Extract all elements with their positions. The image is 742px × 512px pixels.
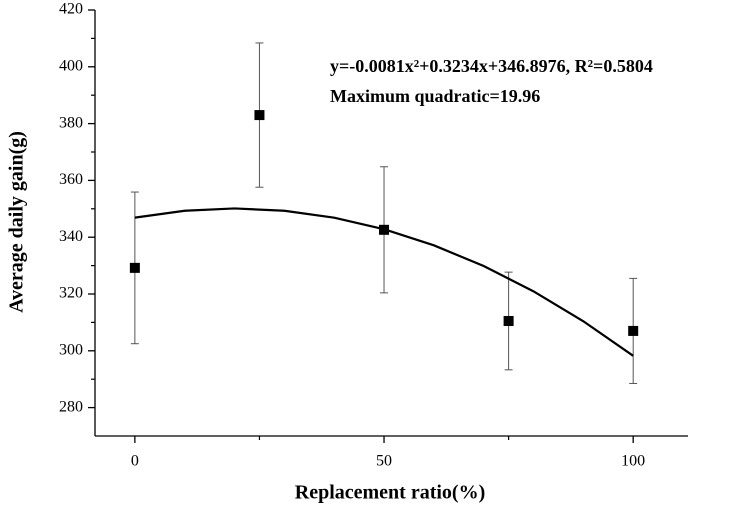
y-axis-title: Average daily gain(g) (6, 131, 28, 313)
y-tick-label: 400 (59, 57, 83, 74)
point (628, 325, 639, 336)
point (129, 262, 140, 273)
y-tick-label: 300 (59, 341, 83, 358)
y-tick-label: 340 (59, 228, 83, 245)
point (254, 110, 265, 121)
y-tick-label: 360 (59, 171, 83, 188)
equation: y=-0.0081x²+0.3234x+346.8976, R²=0.5804 (330, 56, 653, 76)
x-tick-label: 50 (376, 453, 392, 470)
y-tick-label: 420 (59, 1, 83, 18)
maximum-note: Maximum quadratic=19.96 (330, 86, 540, 106)
x-tick-label: 0 (131, 453, 139, 470)
y-tick-label: 280 (59, 398, 83, 415)
fit-curve (134, 207, 634, 357)
x-tick-label: 100 (621, 453, 645, 470)
x-axis-title: Replacement ratio(%) (295, 482, 486, 504)
y-tick-label: 380 (59, 114, 83, 131)
point (503, 315, 514, 326)
y-tick-label: 320 (59, 285, 83, 302)
